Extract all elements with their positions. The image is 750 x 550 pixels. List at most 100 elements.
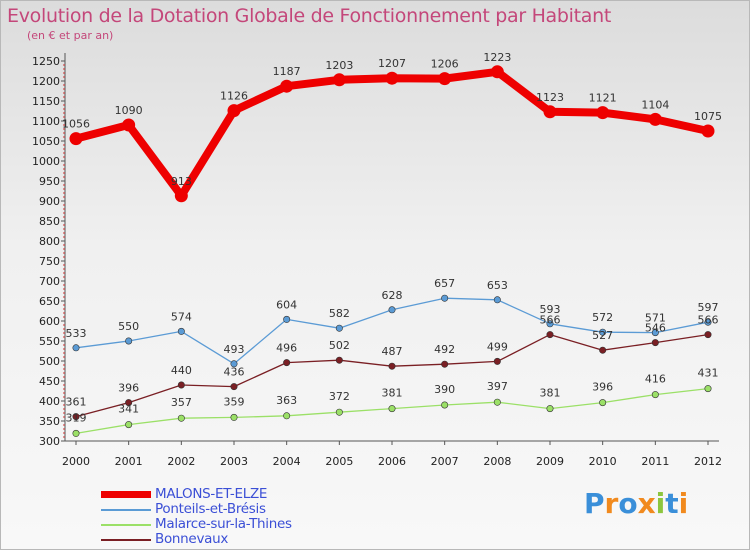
y-tick-label: 1200 — [32, 75, 60, 88]
data-point — [230, 360, 238, 368]
data-label: 571 — [645, 312, 666, 325]
brand-letter: o — [618, 487, 638, 520]
data-point — [704, 331, 712, 339]
labels-layer: 1056 1090 913 1126 1187 1203 1207 1206 1223 1123 1… — [62, 51, 722, 425]
data-label: 390 — [434, 383, 455, 396]
data-point — [177, 327, 185, 335]
y-tick-label: 600 — [39, 315, 60, 328]
data-point — [230, 383, 238, 391]
data-point — [599, 328, 607, 336]
x-tick-label: 2002 — [167, 455, 195, 468]
data-point — [335, 356, 343, 364]
brand-letter: t — [665, 487, 679, 520]
y-tick-label: 550 — [39, 335, 60, 348]
legend-swatch — [101, 524, 151, 526]
legend-swatch — [101, 491, 151, 498]
data-point — [388, 405, 396, 413]
brand-letter: r — [604, 487, 619, 520]
data-point — [388, 362, 396, 370]
data-label: 319 — [66, 411, 87, 424]
data-point — [335, 324, 343, 332]
x-tick-label: 2011 — [641, 455, 669, 468]
data-point — [543, 105, 557, 119]
data-point — [651, 329, 659, 337]
y-tick-label: 400 — [39, 395, 60, 408]
data-point — [441, 401, 449, 409]
data-label: 416 — [645, 373, 666, 386]
legend-label: MALONS-ET-ELZE — [155, 486, 268, 502]
series-layer — [69, 65, 715, 437]
data-point — [441, 294, 449, 302]
data-point — [72, 413, 80, 421]
x-tick-label: 2006 — [378, 455, 406, 468]
data-point — [332, 73, 346, 87]
data-label: 1206 — [431, 58, 459, 71]
data-label: 546 — [645, 322, 666, 335]
data-point — [438, 72, 452, 86]
data-point — [385, 71, 399, 85]
data-point — [174, 189, 188, 203]
data-point — [493, 398, 501, 406]
y-tick-label: 1250 — [32, 55, 60, 68]
data-point — [599, 346, 607, 354]
data-label: 597 — [698, 301, 719, 314]
x-tick-label: 2004 — [273, 455, 301, 468]
data-label: 372 — [329, 390, 350, 403]
y-tick-label: 900 — [39, 195, 60, 208]
data-label: 574 — [171, 310, 192, 323]
y-tick-label: 750 — [39, 255, 60, 268]
y-tick-label: 1100 — [32, 115, 60, 128]
data-label: 566 — [540, 314, 561, 327]
legend-swatch — [101, 509, 151, 511]
legend-label: Ponteils-et-Brésis — [155, 501, 266, 517]
y-tick-label: 300 — [39, 435, 60, 448]
data-point — [441, 360, 449, 368]
data-label: 502 — [329, 339, 350, 352]
data-label: 657 — [434, 277, 455, 290]
y-tick-label: 950 — [39, 175, 60, 188]
data-label: 396 — [592, 381, 613, 394]
legend-swatch — [101, 539, 151, 541]
data-point — [490, 65, 504, 79]
data-label: 653 — [487, 279, 508, 292]
data-label: 550 — [118, 320, 139, 333]
y-tick-label: 500 — [39, 355, 60, 368]
data-label: 431 — [698, 367, 719, 380]
y-tick-label: 1000 — [32, 155, 60, 168]
data-label: 913 — [171, 175, 192, 188]
data-label: 1207 — [378, 57, 406, 70]
data-label: 492 — [434, 343, 455, 356]
x-tick-label: 2007 — [431, 455, 459, 468]
data-point — [701, 124, 715, 138]
data-point — [122, 118, 136, 132]
data-label: 1187 — [273, 65, 301, 78]
data-point — [177, 381, 185, 389]
x-tick-label: 2008 — [483, 455, 511, 468]
data-label: 381 — [382, 387, 403, 400]
data-label: 582 — [329, 307, 350, 320]
y-tick-label: 650 — [39, 295, 60, 308]
x-tick-label: 2003 — [220, 455, 248, 468]
data-point — [72, 344, 80, 352]
data-label: 1121 — [589, 92, 617, 105]
data-label: 396 — [118, 382, 139, 395]
x-tick-label: 2009 — [536, 455, 564, 468]
data-point — [125, 421, 133, 429]
data-point — [335, 408, 343, 416]
x-tick-label: 2005 — [325, 455, 353, 468]
data-label: 1104 — [641, 98, 669, 111]
y-tick-label: 850 — [39, 215, 60, 228]
data-point — [546, 331, 554, 339]
data-label: 1126 — [220, 90, 248, 103]
data-point — [283, 412, 291, 420]
data-label: 363 — [276, 394, 297, 407]
brand-letter: i — [655, 487, 666, 520]
data-point — [72, 429, 80, 437]
data-point — [177, 414, 185, 422]
chart-subtitle: (en € et par an) — [27, 29, 114, 42]
data-point — [388, 306, 396, 314]
data-point — [125, 399, 133, 407]
data-point — [546, 320, 554, 328]
axes: 300 350 400 450 500 550 600 650 700 750 800 850 900 9… — [32, 53, 722, 468]
